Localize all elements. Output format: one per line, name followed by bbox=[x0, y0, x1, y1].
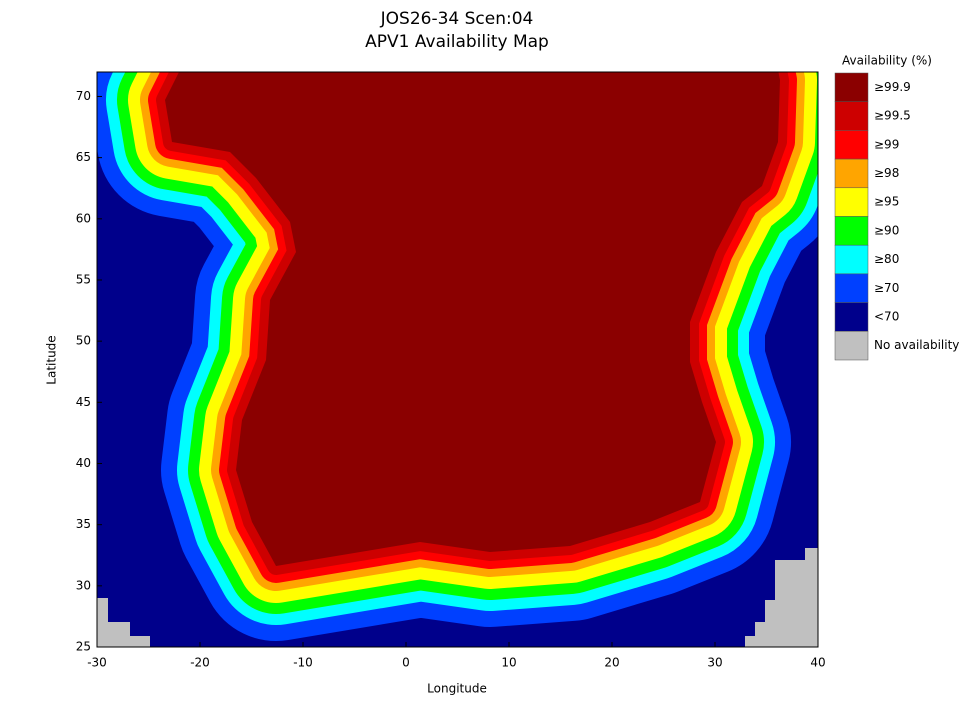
legend-label: ≥80 bbox=[874, 252, 899, 266]
legend-label: ≥99.5 bbox=[874, 109, 911, 123]
x-tick-label: -30 bbox=[87, 656, 107, 670]
chart-title: JOS26-34 Scen:04 bbox=[380, 9, 534, 29]
legend-label: ≥99.9 bbox=[874, 80, 911, 94]
legend-label: ≥70 bbox=[874, 281, 899, 295]
y-tick-label: 35 bbox=[76, 517, 91, 531]
y-tick-label: 25 bbox=[76, 640, 91, 654]
y-tick-label: 70 bbox=[76, 89, 91, 103]
legend-label: ≥90 bbox=[874, 223, 899, 237]
map-area bbox=[97, 72, 818, 647]
no-availability-area bbox=[745, 548, 818, 647]
legend-label: ≥99 bbox=[874, 137, 899, 151]
legend-label: ≥95 bbox=[874, 195, 899, 209]
legend-swatch bbox=[834, 331, 869, 361]
legend-label: ≥98 bbox=[874, 166, 899, 180]
no-availability-area bbox=[97, 598, 150, 647]
legend-swatch bbox=[834, 216, 869, 246]
legend-swatch bbox=[834, 158, 869, 189]
legend-swatch bbox=[834, 244, 869, 275]
y-tick-label: 55 bbox=[76, 272, 91, 286]
legend-swatch bbox=[834, 273, 869, 303]
y-tick-label: 60 bbox=[76, 211, 91, 225]
legend-swatch bbox=[834, 72, 869, 102]
x-tick-label: 30 bbox=[707, 656, 722, 670]
x-tick-label: 40 bbox=[810, 656, 825, 670]
y-tick-label: 40 bbox=[76, 456, 91, 470]
legend-label: No availability bbox=[874, 338, 959, 352]
y-axis-label: Latitude bbox=[45, 335, 59, 384]
x-tick-label: -10 bbox=[293, 656, 313, 670]
y-tick-label: 65 bbox=[76, 150, 91, 164]
plot-frame bbox=[96, 71, 819, 648]
chart-subtitle: APV1 Availability Map bbox=[365, 32, 549, 52]
x-tick-label: 20 bbox=[604, 656, 619, 670]
legend-title: Availability (%) bbox=[842, 54, 932, 68]
legend-swatch bbox=[834, 187, 869, 217]
legend-swatch bbox=[834, 302, 869, 332]
legend-swatch bbox=[834, 101, 869, 131]
legend-swatch bbox=[834, 130, 869, 160]
y-tick-label: 45 bbox=[76, 395, 91, 409]
x-tick-label: 0 bbox=[402, 656, 410, 670]
legend-label: <70 bbox=[874, 309, 899, 323]
availability-core bbox=[165, 72, 780, 566]
x-tick-label: -20 bbox=[190, 656, 210, 670]
x-tick-label: 10 bbox=[501, 656, 516, 670]
y-tick-label: 30 bbox=[76, 578, 91, 592]
y-tick-label: 50 bbox=[76, 334, 91, 348]
x-axis-label: Longitude bbox=[427, 682, 487, 696]
